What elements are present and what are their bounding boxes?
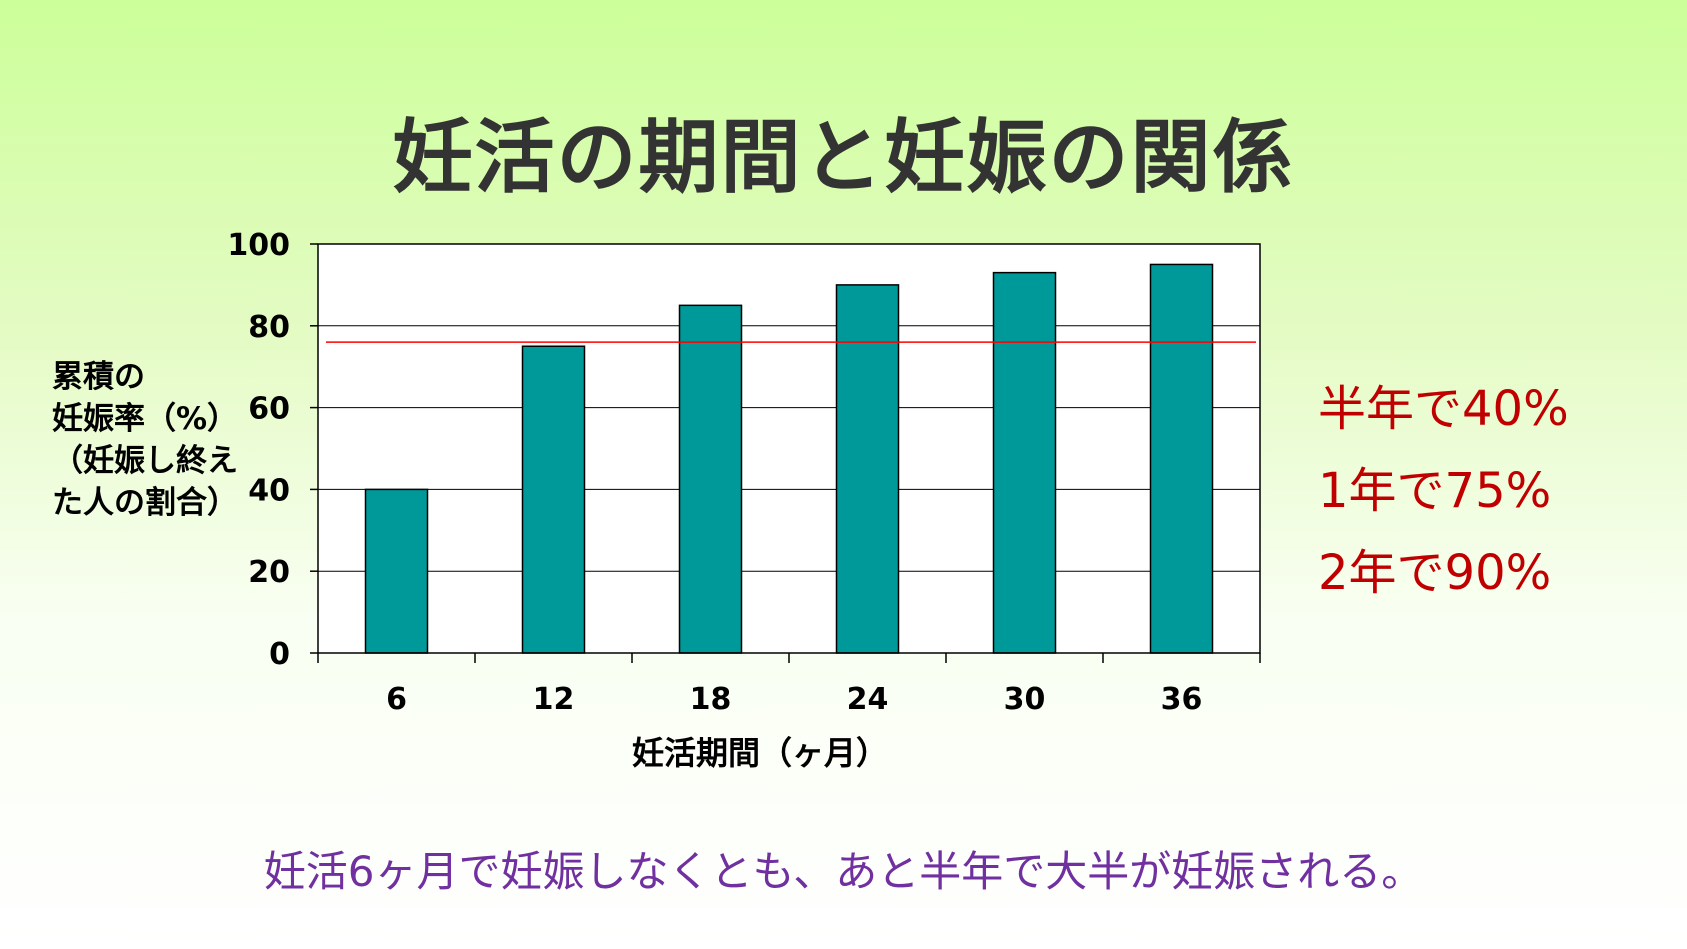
- y-tick-label: 0: [269, 637, 290, 672]
- footnote: 妊活6ヶ月で妊娠しなくとも、あと半年で大半が妊娠される。: [263, 847, 1424, 896]
- y-axis-label-line: 妊娠率（%）: [52, 401, 239, 437]
- chart-title: 妊活の期間と妊娠の関係: [392, 111, 1295, 204]
- y-axis-label-line: （妊娠し終え: [52, 443, 238, 479]
- bar: [678, 304, 743, 654]
- x-tick-label: 30: [1004, 682, 1046, 717]
- annotation-six-months: 半年で40%: [1318, 381, 1569, 437]
- annotation-one-year: 1年で75%: [1318, 463, 1552, 519]
- y-tick-label: 20: [248, 555, 290, 590]
- bar: [521, 345, 586, 654]
- y-tick-label: 80: [248, 310, 290, 345]
- y-tick-label: 100: [227, 228, 290, 263]
- x-tick-label: 18: [690, 682, 732, 717]
- y-axis-label-line: た人の割合）: [52, 485, 238, 521]
- x-tick-label: 6: [386, 682, 407, 717]
- y-axis-label: 累積の 妊娠率（%） （妊娠し終え た人の割合）: [52, 356, 238, 524]
- annotation-two-years: 2年で90%: [1318, 545, 1552, 601]
- y-tick-label: 60: [248, 392, 290, 427]
- x-axis-label: 妊活期間（ヶ月）: [631, 734, 888, 772]
- bar: [364, 488, 429, 654]
- plot-area: [318, 244, 1260, 653]
- x-tick-label: 36: [1161, 682, 1203, 717]
- y-axis-label-line: 累積の: [52, 359, 145, 395]
- annotation-list: 半年で40% 1年で75% 2年で90%: [1318, 368, 1569, 614]
- x-tick-label: 24: [847, 682, 889, 717]
- bar: [992, 271, 1057, 654]
- bar: [835, 284, 900, 654]
- y-tick-label: 40: [248, 473, 290, 508]
- bar: [1149, 263, 1214, 654]
- x-tick-label: 12: [533, 682, 575, 717]
